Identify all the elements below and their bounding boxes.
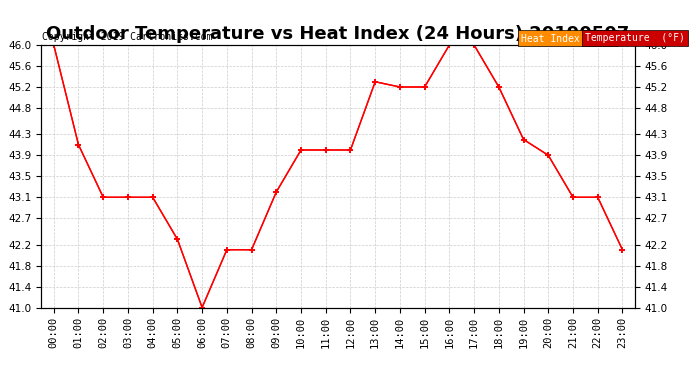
Title: Outdoor Temperature vs Heat Index (24 Hours) 20190507: Outdoor Temperature vs Heat Index (24 Ho… xyxy=(46,26,630,44)
Text: Temperature  (°F): Temperature (°F) xyxy=(585,33,685,43)
Text: Heat Index  (°F): Heat Index (°F) xyxy=(521,33,615,43)
Text: Copyright 2019 Cartronics.com: Copyright 2019 Cartronics.com xyxy=(42,32,213,42)
